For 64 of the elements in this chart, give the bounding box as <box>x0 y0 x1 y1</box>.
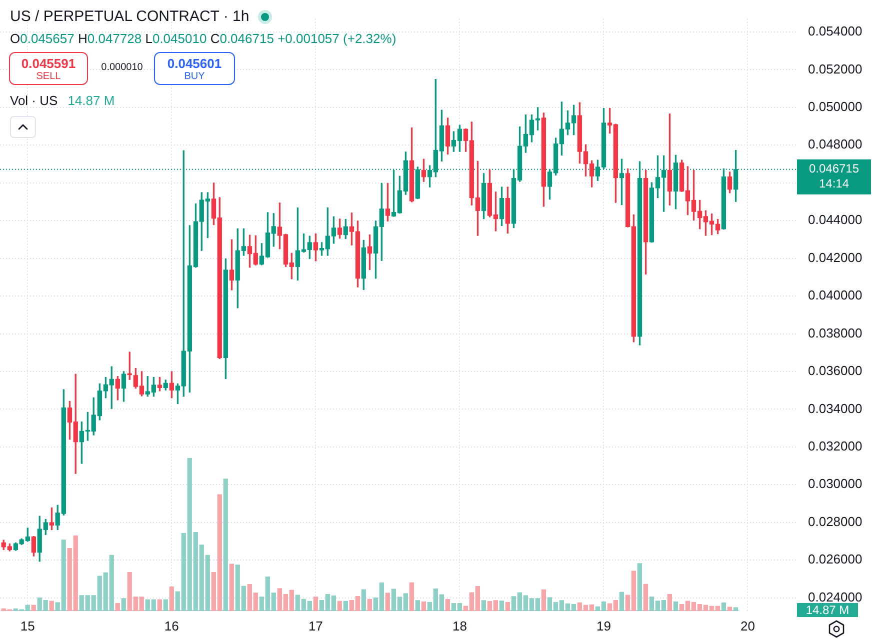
y-tick-label: 0.050000 <box>808 99 862 114</box>
bar <box>499 600 504 611</box>
y-tick-label: 0.052000 <box>808 61 862 76</box>
annotation: SELL <box>35 71 62 83</box>
y-tick-label: 0.024000 <box>808 589 862 604</box>
text: 14.87 M <box>797 603 858 617</box>
annotation: 0.000010 <box>100 62 144 74</box>
bar <box>619 592 624 611</box>
y-tick-label: 0.038000 <box>808 325 862 340</box>
y-tick-label: 0.036000 <box>808 363 862 378</box>
text: 14:14 <box>818 176 850 191</box>
y-tick-label: 0.044000 <box>808 212 862 228</box>
bar <box>157 599 162 611</box>
x-tick-label: 15 <box>20 618 35 634</box>
bar <box>223 478 228 611</box>
y-tick-label: 0.034000 <box>808 400 862 416</box>
annotation: 0.045601 <box>166 56 223 71</box>
text: O0.045657 H0.047728 L0.045010 C0.046715 +0.001057 (+2.32%) <box>10 31 396 46</box>
bar <box>121 598 126 611</box>
bar <box>421 601 426 611</box>
bar <box>541 589 546 611</box>
x-tick-label: 16 <box>164 618 179 634</box>
y-tick-label: 0.026000 <box>808 552 862 567</box>
y-tick-label: 0.028000 <box>808 514 862 529</box>
chart-title: US / PERPETUAL CONTRACT · 1h <box>10 8 250 26</box>
y-tick-label: 0.032000 <box>808 438 862 454</box>
y-tick-label: 0.040000 <box>808 288 862 303</box>
x-tick-label: 18 <box>452 618 467 634</box>
x-tick-label: 17 <box>308 618 323 634</box>
bar <box>361 589 366 611</box>
x-tick-label: 19 <box>596 618 611 634</box>
bar <box>343 600 348 611</box>
bar <box>169 586 174 611</box>
y-tick-label: 0.042000 <box>808 250 862 265</box>
x-tick-label: 20 <box>740 618 755 634</box>
bar <box>163 599 168 611</box>
bar <box>229 564 234 611</box>
bar <box>637 563 642 611</box>
bar <box>409 582 414 611</box>
annotation: 0.045591 <box>20 56 77 71</box>
y-tick-label: 0.030000 <box>808 476 862 492</box>
y-tick-label: 0.048000 <box>808 136 862 152</box>
annotation: 14.87 M <box>68 93 115 108</box>
bar <box>721 602 726 611</box>
bar <box>733 607 738 611</box>
bar <box>31 604 36 611</box>
bar <box>313 596 318 611</box>
ref-line-label: 0.046715 <box>808 162 860 176</box>
bar <box>49 600 54 611</box>
bar <box>643 584 648 611</box>
bar <box>367 598 372 611</box>
chart-title: Vol · US <box>10 93 58 108</box>
bar <box>673 601 678 611</box>
y-tick-label: 0.054000 <box>808 24 862 39</box>
bar <box>481 600 486 611</box>
bar <box>667 594 672 611</box>
bar <box>445 599 450 611</box>
bar <box>415 600 420 611</box>
bar <box>115 603 120 611</box>
bar <box>727 606 732 611</box>
annotation: BUY <box>183 71 206 83</box>
bar <box>337 600 342 611</box>
bar <box>505 602 510 611</box>
bar <box>385 592 390 611</box>
